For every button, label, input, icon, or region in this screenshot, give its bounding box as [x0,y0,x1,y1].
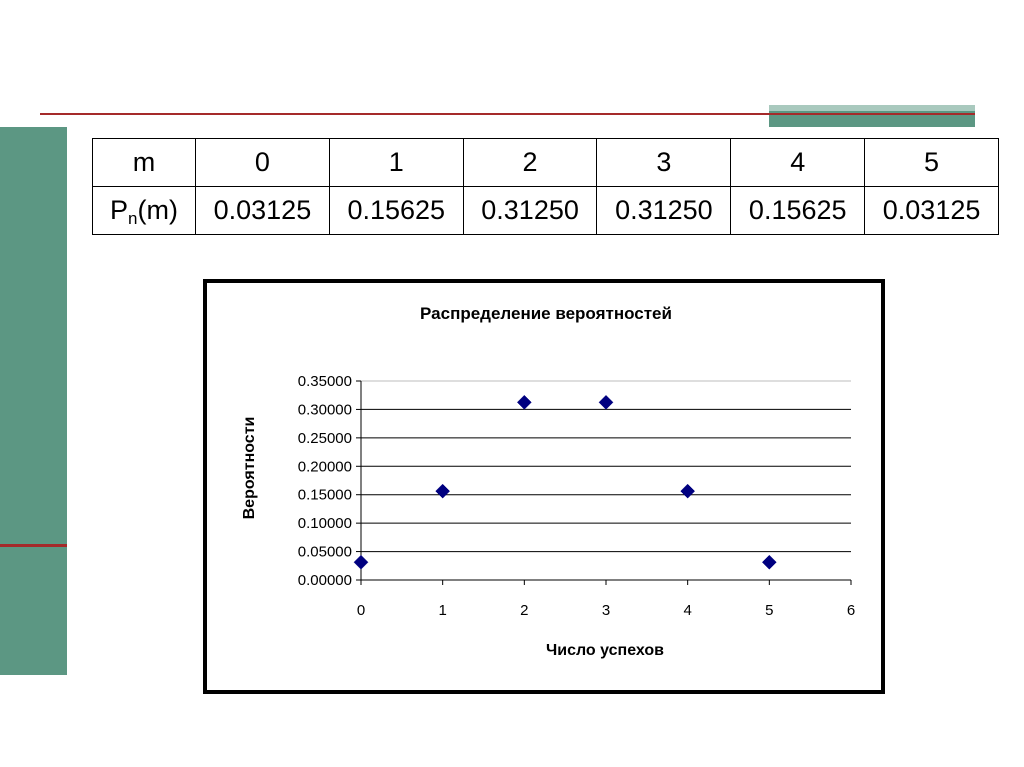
probability-table: m 0 1 2 3 4 5 Pn(m) 0.03125 0.15625 0.31… [92,138,999,235]
table-cell-m: 3 [596,138,732,187]
chart-frame: Распределение вероятностей Вероятности Ч… [203,279,885,694]
decorative-top-line [40,113,975,115]
table-cell-m: 5 [864,138,999,187]
header-p-subscript: n [128,209,138,228]
table-cell-m: 4 [730,138,866,187]
y-tick-label: 0.30000 [298,401,352,418]
decorative-left-line [0,544,67,547]
chart-title: Распределение вероятностей [420,304,672,323]
y-tick-label: 0.35000 [298,373,352,390]
data-point [680,483,696,499]
table-cell-probability: 0.31250 [462,186,598,235]
x-tick-label: 4 [683,602,691,619]
table-cell-m: 2 [462,138,598,187]
table-cell-probability: 0.15625 [730,186,866,235]
table-cell-probability: 0.31250 [596,186,732,235]
data-points [353,394,777,570]
x-tick-label: 3 [602,602,610,619]
data-point [516,394,532,410]
x-tick-label: 5 [765,602,773,619]
decorative-top-block-line [769,113,975,115]
table-cell-probability: 0.03125 [195,186,330,235]
table-header-probability: Pn(m) [92,186,196,235]
data-point [353,554,369,570]
table-row-probability: Pn(m) 0.03125 0.15625 0.31250 0.31250 0.… [92,186,999,235]
y-tick-label: 0.15000 [298,487,352,504]
x-tick-label: 0 [357,602,365,619]
decorative-top-block [769,105,975,127]
data-point [598,394,614,410]
table-cell-m: 1 [328,138,464,187]
decorative-left-bar [0,127,67,675]
table-header-m: m [92,138,196,187]
table-cell-probability: 0.15625 [328,186,464,235]
tick-labels: 0.00000 0.05000 0.10000 0.15000 0.20000 0.250… [298,373,855,619]
header-p-letter: P [110,195,129,225]
scatter-chart: Распределение вероятностей Вероятности Ч… [241,304,855,659]
table-row-m: m 0 1 2 3 4 5 [92,138,999,187]
header-p-tail: (m) [137,195,178,225]
y-axis-label: Вероятности [241,417,258,520]
y-tick-label: 0.20000 [298,458,352,475]
x-axis-label: Число успехов [546,642,664,659]
y-tick-label: 0.25000 [298,430,352,447]
x-tick-label: 6 [847,602,855,619]
y-tick-label: 0.05000 [298,544,352,561]
data-point [761,554,777,570]
data-point [435,483,451,499]
table-cell-m: 0 [195,138,330,187]
axes [356,380,852,585]
table-cell-probability: 0.03125 [864,186,999,235]
x-tick-label: 1 [438,602,446,619]
y-tick-label: 0.00000 [298,572,352,589]
y-tick-label: 0.10000 [298,515,352,532]
x-tick-label: 2 [520,602,528,619]
